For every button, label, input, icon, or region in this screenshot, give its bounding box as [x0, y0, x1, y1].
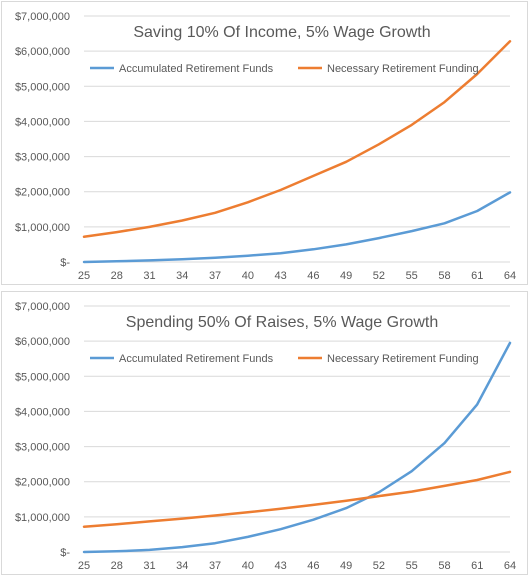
chart-panel-spending: $- $1,000,000 $2,000,000 $3,000,000 $4,000,0… [1, 291, 528, 575]
line-chart-spending: $- $1,000,000 $2,000,000 $3,000,000 $4,000,0… [15, 301, 516, 572]
x-tick-label: 31 [143, 560, 155, 572]
x-tick-label: 49 [340, 560, 352, 572]
x-tick-label: 28 [111, 270, 123, 282]
x-tick-label: 64 [504, 270, 516, 282]
y-tick-label: $3,000,000 [15, 442, 70, 454]
x-tick-label: 55 [406, 560, 418, 572]
legend-label: Necessary Retirement Funding [327, 353, 479, 365]
x-tick-label: 31 [143, 270, 155, 282]
x-tick-label: 64 [504, 560, 516, 572]
x-tick-label: 61 [471, 270, 483, 282]
x-tick-label: 43 [274, 560, 286, 572]
x-tick-label: 58 [438, 270, 450, 282]
y-tick-label: $5,000,000 [15, 371, 70, 383]
series-line-necessary-funding [82, 470, 512, 528]
x-tick-label: 46 [307, 270, 319, 282]
x-tick-label: 52 [373, 270, 385, 282]
x-tick-label: 61 [471, 560, 483, 572]
y-tick-label: $- [60, 257, 70, 269]
legend-label: Accumulated Retirement Funds [119, 63, 274, 75]
x-tick-label: 49 [340, 270, 352, 282]
x-tick-label: 52 [373, 560, 385, 572]
y-tick-label: $2,000,000 [15, 477, 70, 489]
y-tick-label: $- [60, 547, 70, 559]
chart-title: Saving 10% Of Income, 5% Wage Growth [133, 24, 430, 41]
y-tick-label: $4,000,000 [15, 406, 70, 418]
y-tick-label: $7,000,000 [15, 11, 70, 23]
y-tick-label: $7,000,000 [15, 301, 70, 313]
series-line-accumulated-funds [82, 341, 512, 554]
x-tick-label: 40 [242, 270, 254, 282]
x-tick-label: 46 [307, 560, 319, 572]
legend-label: Accumulated Retirement Funds [119, 353, 274, 365]
y-tick-label: $5,000,000 [15, 81, 70, 93]
y-tick-label: $2,000,000 [15, 187, 70, 199]
x-tick-label: 34 [176, 270, 188, 282]
line-chart-saving: $- $1,000,000 $2,000,000 $3,000,000 $4,000,0… [15, 11, 516, 282]
x-tick-label: 28 [111, 560, 123, 572]
legend-label: Necessary Retirement Funding [327, 63, 479, 75]
x-tick-label: 43 [274, 270, 286, 282]
series-line-accumulated-funds [82, 191, 512, 264]
series-line-necessary-funding [82, 40, 512, 238]
y-tick-label: $6,000,000 [15, 336, 70, 348]
y-tick-label: $6,000,000 [15, 46, 70, 58]
y-tick-label: $1,000,000 [15, 512, 70, 524]
x-tick-label: 55 [406, 270, 418, 282]
x-tick-label: 37 [209, 560, 221, 572]
y-tick-label: $3,000,000 [15, 152, 70, 164]
x-tick-label: 25 [78, 270, 90, 282]
chart-title: Spending 50% Of Raises, 5% Wage Growth [126, 314, 438, 331]
x-tick-label: 40 [242, 560, 254, 572]
chart-panel-saving: $- $1,000,000 $2,000,000 $3,000,000 $4,000,0… [1, 1, 528, 285]
x-tick-label: 58 [438, 560, 450, 572]
x-tick-label: 34 [176, 560, 188, 572]
x-tick-label: 25 [78, 560, 90, 572]
y-tick-label: $4,000,000 [15, 116, 70, 128]
y-tick-label: $1,000,000 [15, 222, 70, 234]
x-tick-label: 37 [209, 270, 221, 282]
